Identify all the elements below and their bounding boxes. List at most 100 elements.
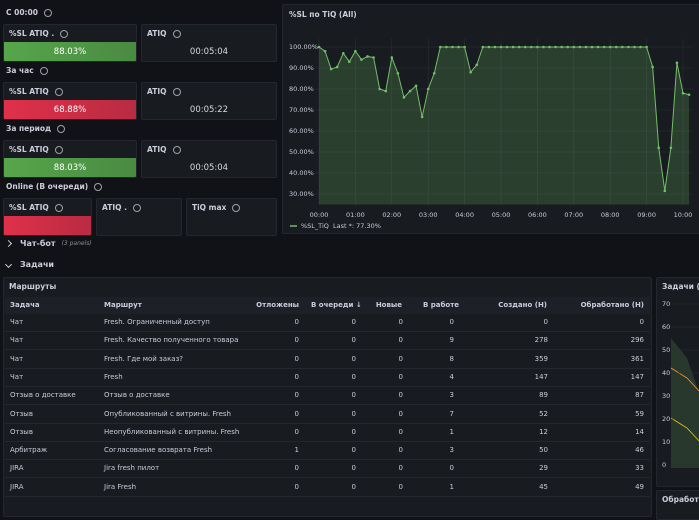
data-point xyxy=(523,45,527,49)
data-point xyxy=(675,61,679,65)
table-cell: 29 xyxy=(539,464,548,473)
info-icon[interactable] xyxy=(132,203,141,212)
table-cell: Отзыв xyxy=(10,427,33,436)
info-icon[interactable] xyxy=(172,145,181,154)
x-tick-label: 10:00 xyxy=(674,211,693,219)
stat-value: 00:05:04 xyxy=(189,47,229,57)
table-cell: 296 xyxy=(630,336,644,345)
stat-panel: TiQ max xyxy=(186,198,277,236)
table-cell: 49 xyxy=(635,482,644,491)
table-cell: Отзыв о доставке xyxy=(10,391,76,400)
info-icon[interactable] xyxy=(232,203,241,212)
x-tick-label: 08:00 xyxy=(601,211,620,219)
stat-bar: 68.88% xyxy=(4,100,136,119)
data-point xyxy=(614,45,618,49)
table-cell: 50 xyxy=(539,446,548,455)
table-cell: Неопубликованный с витрины. Fresh xyxy=(104,427,240,436)
table-cell: Согласование возврата Fresh xyxy=(104,446,213,455)
column-header[interactable]: Задача xyxy=(10,301,40,309)
table-cell: 0 xyxy=(294,391,299,400)
y-tick-label: 80.00% xyxy=(289,85,314,93)
row-separator xyxy=(5,349,650,351)
data-point xyxy=(687,93,691,96)
data-point xyxy=(681,91,685,95)
group-label: За период xyxy=(6,124,66,133)
info-icon[interactable] xyxy=(39,66,48,75)
stat-panel: %SL ATIQ xyxy=(3,198,92,236)
data-point xyxy=(384,89,388,93)
table-cell: 87 xyxy=(635,391,644,400)
group-label-text: Online (В очереди) xyxy=(6,182,89,191)
data-point xyxy=(390,56,394,59)
data-point xyxy=(426,87,430,91)
group-label: За час xyxy=(6,66,48,75)
data-point xyxy=(596,45,600,49)
table-cell: 9 xyxy=(449,336,454,345)
data-point xyxy=(402,96,406,99)
info-icon[interactable] xyxy=(172,87,181,96)
info-icon[interactable] xyxy=(172,29,181,38)
column-header[interactable]: В работе xyxy=(423,301,460,309)
column-header[interactable]: Новые xyxy=(375,301,402,309)
row-header[interactable]: Задачи xyxy=(4,260,55,269)
stat-value: 68.88% xyxy=(53,104,87,115)
panel-title: Задачи (All xyxy=(662,282,699,291)
table-cell: 361 xyxy=(630,354,644,363)
info-icon[interactable] xyxy=(60,29,69,38)
info-icon[interactable] xyxy=(54,203,63,212)
table-cell: 0 xyxy=(449,464,454,473)
info-icon[interactable] xyxy=(54,87,63,96)
column-header[interactable]: Маршрут xyxy=(104,301,142,309)
stat-bar: 88.03% xyxy=(4,42,136,61)
table-cell: 46 xyxy=(635,446,644,455)
x-tick-label: 03:00 xyxy=(419,211,438,219)
panel-title-text: ATIQ xyxy=(147,29,167,38)
data-point xyxy=(329,67,333,71)
group-label-text: С 00:00 xyxy=(6,8,38,17)
row-note: (3 panels) xyxy=(61,240,92,247)
table-cell: 147 xyxy=(630,372,644,381)
data-point xyxy=(542,45,545,49)
stat-panel: ATIQ 00:05:22 xyxy=(141,82,277,120)
panel-title-text: %SL ATIQ xyxy=(9,203,49,212)
data-point xyxy=(633,45,636,49)
line-chart: %SL по TiQ (All) 100.00% 90.00% 80.00% 70.00… xyxy=(289,10,693,230)
data-point xyxy=(663,189,667,193)
y-tick-label: 70.00% xyxy=(289,106,314,114)
data-point xyxy=(560,45,563,49)
data-point xyxy=(469,70,472,74)
series-area xyxy=(319,47,690,205)
stat-bar: 88.03% xyxy=(4,158,136,177)
data-point xyxy=(396,71,400,75)
row-header[interactable]: Чат-бот (3 panels) xyxy=(4,239,92,248)
table-header-bg xyxy=(5,297,650,314)
data-point xyxy=(463,45,466,49)
panel-title: %SL ATIQ xyxy=(9,145,63,154)
data-point xyxy=(439,45,442,49)
stat-bar xyxy=(4,216,91,235)
table-cell: Чат xyxy=(10,318,24,326)
column-header[interactable]: Обработано (Н) xyxy=(580,301,644,309)
table-cell: 0 xyxy=(294,427,299,436)
row-chevron[interactable] xyxy=(4,260,13,269)
row-chevron[interactable] xyxy=(4,239,13,248)
info-icon[interactable] xyxy=(94,182,103,191)
info-icon[interactable] xyxy=(54,145,63,154)
table-cell: 0 xyxy=(398,318,403,326)
data-point xyxy=(602,45,606,49)
x-tick-label: 05:00 xyxy=(492,211,511,219)
column-header[interactable]: В очереди ↓ xyxy=(311,301,362,309)
table-cell: 0 xyxy=(351,446,356,455)
column-header[interactable]: Создано (Н) xyxy=(498,301,547,309)
table-cell: 0 xyxy=(351,318,356,326)
stat-panel: ATIQ 00:05:04 xyxy=(141,140,277,178)
info-icon[interactable] xyxy=(44,8,52,17)
chart-panel: %SL по TiQ (All) 100.00% 90.00% 80.00% 70.00… xyxy=(282,4,699,234)
data-point xyxy=(657,146,661,150)
side-panel: Задачи (All 70 60 50 40 30 20 10 0 xyxy=(656,277,699,487)
column-header[interactable]: Отложены xyxy=(256,301,299,309)
row-title: Задачи xyxy=(20,260,55,269)
data-point xyxy=(451,45,454,49)
info-icon[interactable] xyxy=(57,124,66,133)
